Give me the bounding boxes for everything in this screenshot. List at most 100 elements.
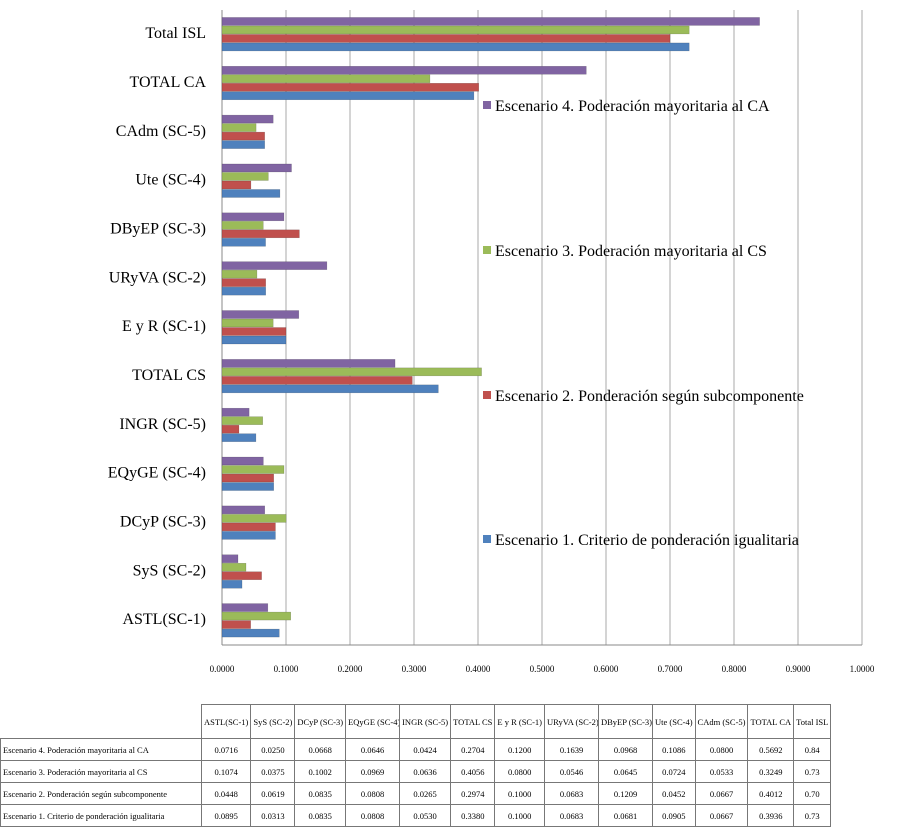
table-cell: 0.0667 bbox=[694, 804, 749, 827]
bar bbox=[221, 514, 287, 523]
table-row: Escenario 2. Ponderación según subcompon… bbox=[0, 782, 832, 805]
row-label: Escenario 3. Poderación mayoritaria al C… bbox=[0, 760, 202, 783]
x-tick-label: 0.5000 bbox=[530, 664, 555, 674]
bar bbox=[221, 407, 250, 417]
bar bbox=[221, 278, 266, 287]
bar bbox=[221, 554, 239, 563]
legend-item: Escenario 1. Criterio de ponderación igu… bbox=[483, 530, 813, 551]
bar bbox=[221, 620, 251, 629]
row-label: Escenario 4. Poderación mayoritaria al C… bbox=[0, 738, 202, 761]
table-cell: 0.0375 bbox=[250, 760, 296, 783]
legend-swatch bbox=[483, 535, 491, 543]
bar bbox=[221, 269, 258, 279]
table-cell: 0.0969 bbox=[345, 760, 401, 783]
bar bbox=[221, 531, 276, 540]
table-cell: 0.0424 bbox=[399, 738, 452, 761]
column-header: Ute (SC-4) bbox=[652, 704, 696, 739]
row-label: Escenario 2. Ponderación según subcompon… bbox=[0, 782, 202, 805]
table-cell: 0.0448 bbox=[200, 782, 252, 805]
table-cell: 0.4012 bbox=[747, 782, 795, 805]
bar bbox=[221, 131, 265, 141]
bar bbox=[221, 310, 300, 319]
table-cell: 0.0895 bbox=[200, 804, 252, 827]
y-tick-label: TOTAL CA bbox=[130, 74, 207, 91]
table-row: Escenario 3. Poderación mayoritaria al C… bbox=[0, 760, 832, 783]
x-tick-label: 0.8000 bbox=[722, 664, 747, 674]
bar bbox=[221, 384, 439, 394]
row-label: Escenario 1. Criterio de ponderación igu… bbox=[0, 804, 202, 827]
table-cell: 0.0646 bbox=[345, 738, 401, 761]
table-cell: 0.1209 bbox=[598, 782, 653, 805]
y-tick-label: E y R (SC-1) bbox=[122, 318, 206, 335]
bar bbox=[221, 74, 431, 84]
x-tick-label: 0.4000 bbox=[466, 664, 491, 674]
table-cell: 0.0636 bbox=[399, 760, 452, 783]
table-cell: 0.0681 bbox=[598, 804, 653, 827]
table-cell: 0.4056 bbox=[450, 760, 496, 783]
table-header: ASTL(SC-1) SyS (SC-2) DCyP (SC-3) EQyGE (SC… bbox=[0, 704, 832, 739]
column-header: INGR (SC-5) bbox=[399, 704, 452, 739]
legend-item: Escenario 2. Ponderación según subcompon… bbox=[483, 386, 813, 407]
table-cell: 0.2974 bbox=[450, 782, 496, 805]
table-cell: 0.0667 bbox=[694, 782, 749, 805]
y-tick-label: Total ISL bbox=[145, 25, 206, 42]
table-cell: 0.0645 bbox=[598, 760, 653, 783]
legend-swatch bbox=[483, 246, 491, 254]
y-tick-label: Ute (SC-4) bbox=[135, 172, 206, 189]
column-header: DByEP (SC-3) bbox=[598, 704, 653, 739]
bar bbox=[221, 286, 266, 296]
table-cell: 0.0800 bbox=[494, 760, 545, 783]
table-cell: 0.0313 bbox=[250, 804, 296, 827]
column-header: EQyGE (SC-4) bbox=[345, 704, 401, 739]
bar bbox=[221, 416, 263, 425]
table-cell: 0.0533 bbox=[694, 760, 749, 783]
table-cell: 0.2704 bbox=[450, 738, 496, 761]
table-cell: 0.1000 bbox=[494, 782, 545, 805]
chart: 0.0000 0.1000 0.2000 0.3000 0.4000 0.5000 0.60… bbox=[108, 10, 875, 674]
table-cell: 0.70 bbox=[793, 782, 832, 805]
table-cell: 0.1074 bbox=[200, 760, 252, 783]
x-tick-label: 0.6000 bbox=[594, 664, 619, 674]
table-cell: 0.0716 bbox=[200, 738, 252, 761]
bar bbox=[221, 172, 269, 181]
bar bbox=[221, 562, 247, 572]
bar bbox=[221, 456, 264, 466]
x-tick-label: 0.1000 bbox=[274, 664, 299, 674]
legend-item: Escenario 4. Poderación mayoritaria al C… bbox=[483, 96, 813, 117]
y-tick-label: EQyGE (SC-4) bbox=[108, 465, 206, 482]
bar bbox=[221, 212, 285, 222]
x-tick-label: 0.9000 bbox=[786, 664, 811, 674]
y-tick-label: SyS (SC-2) bbox=[133, 562, 206, 579]
legend-label: Escenario 1. Criterio de ponderación igu… bbox=[495, 532, 799, 549]
bar bbox=[221, 140, 265, 149]
bar bbox=[221, 473, 274, 483]
table-cell: 0.0808 bbox=[345, 804, 401, 827]
bar bbox=[221, 571, 262, 580]
y-tick-label: DByEP (SC-3) bbox=[110, 220, 206, 237]
table-cell: 0.0800 bbox=[694, 738, 749, 761]
table-cell: 0.1086 bbox=[652, 738, 696, 761]
column-header: Total ISL bbox=[793, 704, 832, 739]
bar bbox=[221, 359, 396, 368]
table-row: Escenario 1. Criterio de ponderación igu… bbox=[0, 804, 832, 827]
bar bbox=[221, 229, 300, 239]
table-cell: 0.0250 bbox=[250, 738, 296, 761]
column-header: E y R (SC-1) bbox=[494, 704, 545, 739]
bar bbox=[221, 579, 243, 589]
table-cell: 0.0683 bbox=[544, 804, 599, 827]
legend-label: Escenario 3. Poderación mayoritaria al C… bbox=[495, 243, 767, 260]
bar bbox=[221, 376, 413, 385]
legend-swatch bbox=[483, 101, 491, 109]
y-tick-label: CAdm (SC-5) bbox=[116, 123, 206, 140]
table-cell: 0.0546 bbox=[544, 760, 599, 783]
bar bbox=[221, 261, 328, 270]
table-cell: 0.1639 bbox=[544, 738, 599, 761]
table-row: Escenario 4. Poderación mayoritaria al C… bbox=[0, 738, 832, 761]
bar bbox=[221, 180, 252, 190]
table-cell: 0.0683 bbox=[544, 782, 599, 805]
bar bbox=[221, 163, 292, 173]
table-cell: 0.3936 bbox=[747, 804, 795, 827]
table-cell: 0.0619 bbox=[250, 782, 296, 805]
bar bbox=[221, 505, 266, 515]
table-cell: 0.0668 bbox=[294, 738, 347, 761]
